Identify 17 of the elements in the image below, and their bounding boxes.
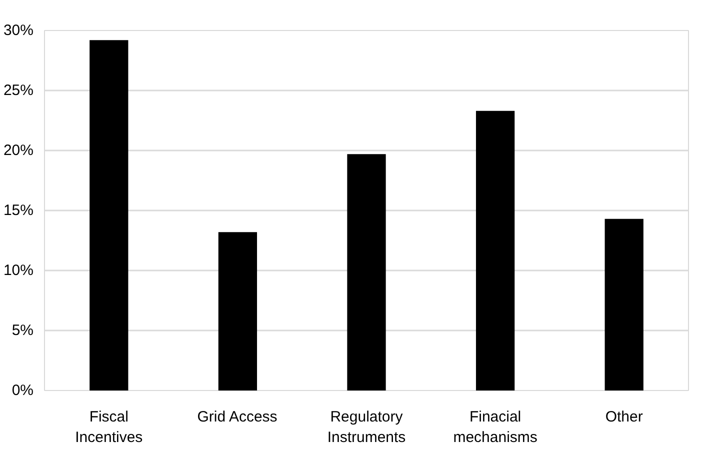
bar xyxy=(347,154,386,390)
x-tick-label: Finacial mechanisms xyxy=(453,408,538,446)
y-tick-label: 0% xyxy=(12,382,34,399)
y-tick-label: 15% xyxy=(3,202,34,219)
x-tick-label: Other xyxy=(605,408,643,426)
y-tick-label: 10% xyxy=(3,262,34,279)
y-tick-label: 20% xyxy=(3,142,34,159)
bar xyxy=(476,110,515,390)
bar xyxy=(90,40,128,390)
y-tick-label: 5% xyxy=(12,322,34,339)
y-tick-label: 25% xyxy=(3,82,34,99)
x-tick-label: Grid Access xyxy=(197,408,278,426)
x-tick-label: Regulatory Instruments xyxy=(327,408,406,446)
bar xyxy=(218,232,258,390)
bar xyxy=(604,218,644,390)
x-tick-label: Fiscal Incentives xyxy=(75,408,143,446)
y-tick-label: 30% xyxy=(3,22,34,39)
